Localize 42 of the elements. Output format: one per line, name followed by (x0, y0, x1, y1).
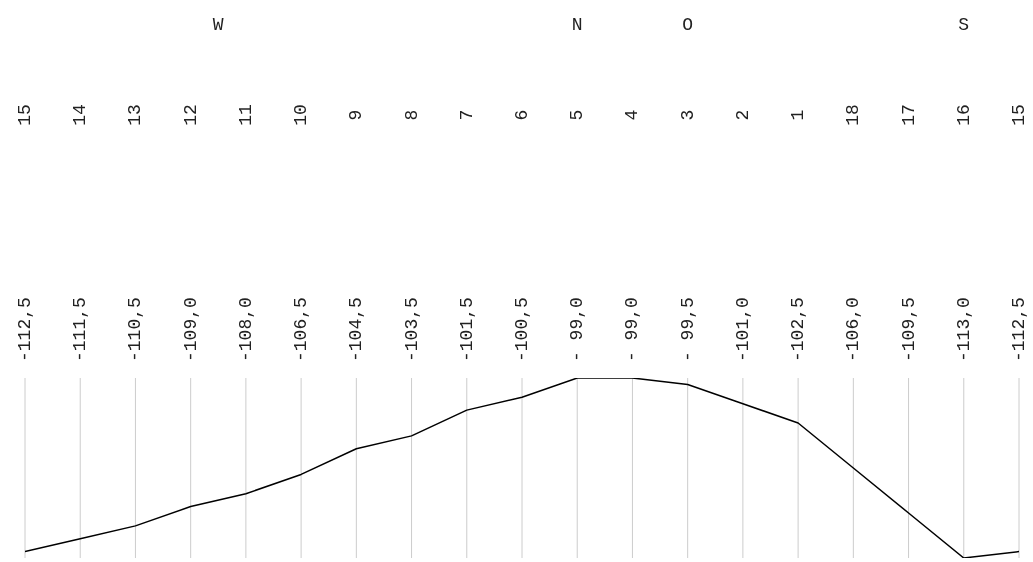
data-label: -109,0 (180, 297, 201, 362)
data-label: -101,0 (732, 297, 753, 362)
data-label: - 99,0 (567, 297, 588, 362)
data-label: -112,5 (15, 297, 35, 362)
data-label: -103,5 (401, 297, 422, 362)
x-tick-label: 12 (180, 104, 201, 126)
x-tick-label: 2 (732, 109, 753, 121)
x-tick-label: 13 (125, 104, 146, 126)
x-tick-label: 4 (622, 109, 643, 121)
x-tick-label: 11 (235, 104, 256, 126)
x-tick-label: 18 (843, 104, 864, 126)
text: O (682, 15, 694, 35)
x-tick-label: 10 (291, 104, 312, 126)
data-label: -110,5 (125, 297, 146, 362)
data-label: -111,5 (70, 297, 91, 362)
data-label: -102,5 (788, 297, 809, 362)
x-tick-label: 1 (788, 109, 809, 121)
data-label: -112,5 (1009, 297, 1029, 362)
x-tick-label: 16 (953, 104, 974, 126)
data-label: - 99,5 (677, 297, 698, 362)
x-tick-label: 15 (1009, 104, 1029, 126)
x-tick-label: 15 (15, 104, 35, 126)
data-label: -101,5 (456, 297, 477, 362)
x-tick-label: 5 (567, 109, 588, 121)
data-label: -113,0 (953, 297, 974, 362)
data-label: - 99,0 (622, 297, 643, 362)
text: S (958, 15, 970, 35)
x-tick-label: 3 (677, 109, 698, 121)
data-label: -100,5 (512, 297, 532, 362)
data-label: -106,5 (291, 297, 312, 362)
x-tick-label: 8 (401, 109, 422, 121)
x-tick-label: 9 (346, 109, 367, 121)
data-label: -109,5 (898, 297, 919, 362)
text: N (571, 15, 583, 35)
text: W (212, 15, 224, 35)
x-tick-label: 14 (70, 104, 91, 126)
data-label: -108,0 (235, 297, 256, 362)
x-tick-label: 17 (898, 104, 919, 126)
x-tick-label: 7 (456, 109, 477, 121)
x-tick-label: 6 (512, 109, 532, 121)
data-label: -106,0 (843, 297, 864, 362)
data-label: -104,5 (346, 297, 367, 362)
